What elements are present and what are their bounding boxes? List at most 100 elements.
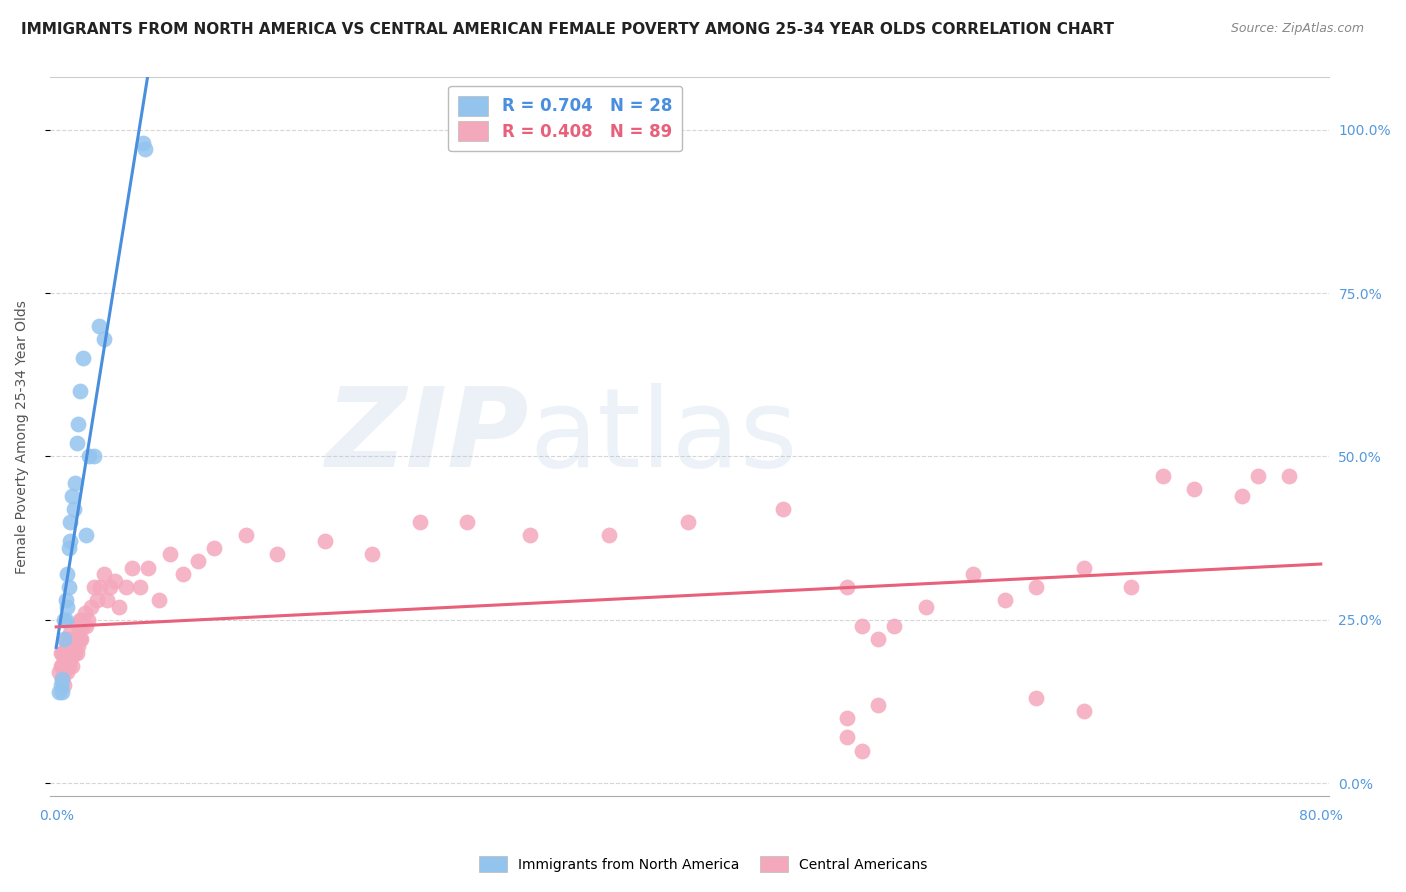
Point xyxy=(51,658,73,673)
Point xyxy=(187,554,209,568)
Point xyxy=(994,593,1017,607)
Point xyxy=(59,534,82,549)
Point xyxy=(962,567,984,582)
Point xyxy=(67,417,90,431)
Point xyxy=(63,632,86,647)
Point xyxy=(835,711,858,725)
Point xyxy=(53,613,76,627)
Point xyxy=(53,665,76,679)
Point xyxy=(56,665,79,679)
Point xyxy=(1230,489,1253,503)
Point xyxy=(62,632,84,647)
Point xyxy=(60,646,83,660)
Point xyxy=(51,672,73,686)
Point xyxy=(67,619,90,633)
Text: Source: ZipAtlas.com: Source: ZipAtlas.com xyxy=(1230,22,1364,36)
Text: IMMIGRANTS FROM NORTH AMERICA VS CENTRAL AMERICAN FEMALE POVERTY AMONG 25-34 YEA: IMMIGRANTS FROM NORTH AMERICA VS CENTRAL… xyxy=(21,22,1114,37)
Point xyxy=(1025,691,1047,706)
Point xyxy=(49,646,72,660)
Point xyxy=(70,613,93,627)
Point xyxy=(63,475,86,490)
Point xyxy=(883,619,905,633)
Point xyxy=(59,652,82,666)
Point xyxy=(49,678,72,692)
Point xyxy=(1278,469,1301,483)
Point xyxy=(58,580,80,594)
Point xyxy=(73,607,96,621)
Point xyxy=(59,515,82,529)
Point xyxy=(75,528,97,542)
Point xyxy=(1246,469,1268,483)
Point xyxy=(148,593,170,607)
Point xyxy=(132,136,155,150)
Point xyxy=(87,318,110,333)
Point xyxy=(266,548,288,562)
Point xyxy=(67,639,90,653)
Point xyxy=(83,450,105,464)
Point xyxy=(868,632,890,647)
Point xyxy=(60,489,83,503)
Point xyxy=(58,632,80,647)
Text: atlas: atlas xyxy=(530,384,797,491)
Point xyxy=(835,731,858,745)
Point xyxy=(51,672,73,686)
Point xyxy=(69,384,91,398)
Point xyxy=(72,351,94,366)
Text: ZIP: ZIP xyxy=(326,384,530,491)
Point xyxy=(914,599,936,614)
Point xyxy=(79,450,101,464)
Point xyxy=(80,599,103,614)
Point xyxy=(121,560,143,574)
Point xyxy=(60,632,83,647)
Point xyxy=(202,541,225,555)
Point xyxy=(172,567,194,582)
Legend: R = 0.704   N = 28, R = 0.408   N = 89: R = 0.704 N = 28, R = 0.408 N = 89 xyxy=(449,86,682,152)
Point xyxy=(136,560,159,574)
Point xyxy=(159,548,181,562)
Point xyxy=(1152,469,1174,483)
Point xyxy=(678,515,700,529)
Point xyxy=(58,541,80,555)
Point xyxy=(76,613,98,627)
Point xyxy=(63,646,86,660)
Point xyxy=(51,684,73,698)
Point xyxy=(49,658,72,673)
Point xyxy=(104,574,127,588)
Point xyxy=(835,580,858,594)
Point xyxy=(868,698,890,712)
Point xyxy=(56,639,79,653)
Point xyxy=(114,580,136,594)
Point xyxy=(851,619,873,633)
Point xyxy=(48,665,70,679)
Y-axis label: Female Poverty Among 25-34 Year Olds: Female Poverty Among 25-34 Year Olds xyxy=(15,300,30,574)
Point xyxy=(772,501,794,516)
Point xyxy=(48,684,70,698)
Point xyxy=(96,593,118,607)
Point xyxy=(69,613,91,627)
Point xyxy=(89,580,111,594)
Point xyxy=(1073,560,1095,574)
Point xyxy=(55,613,77,627)
Point xyxy=(72,619,94,633)
Point xyxy=(53,632,76,647)
Point xyxy=(56,652,79,666)
Point xyxy=(55,632,77,647)
Point xyxy=(58,646,80,660)
Point xyxy=(55,593,77,607)
Point xyxy=(1025,580,1047,594)
Point xyxy=(55,658,77,673)
Point xyxy=(55,646,77,660)
Point xyxy=(70,632,93,647)
Point xyxy=(62,501,84,516)
Point xyxy=(1073,704,1095,718)
Point xyxy=(1182,482,1205,496)
Point xyxy=(62,646,84,660)
Point xyxy=(456,515,478,529)
Point xyxy=(59,626,82,640)
Point xyxy=(93,332,115,346)
Point xyxy=(108,599,131,614)
Point xyxy=(851,743,873,757)
Point xyxy=(361,548,384,562)
Point xyxy=(86,593,108,607)
Point xyxy=(235,528,257,542)
